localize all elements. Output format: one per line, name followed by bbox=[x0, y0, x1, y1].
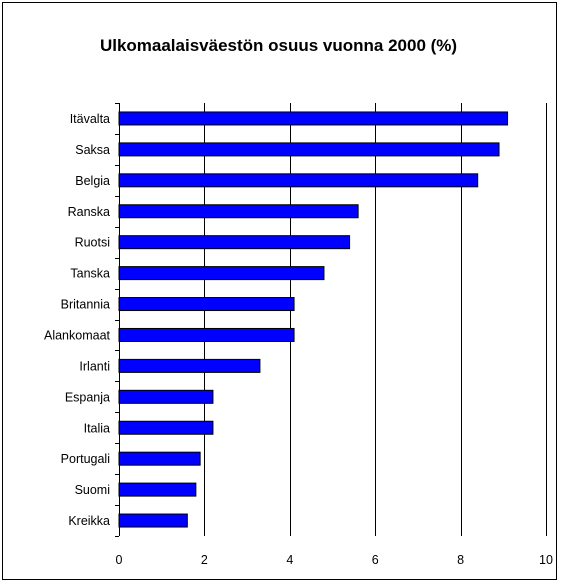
category-label-8: Irlanti bbox=[79, 359, 110, 373]
bar-3 bbox=[118, 204, 359, 219]
category-label-4: Ruotsi bbox=[75, 236, 110, 250]
category-label-3: Ranska bbox=[68, 205, 110, 219]
x-tick-label-1: 2 bbox=[201, 553, 208, 567]
category-label-6: Britannia bbox=[61, 298, 110, 312]
chart-title: Ulkomaalaisväestön osuus vuonna 2000 (%) bbox=[99, 36, 458, 55]
x-tick-label-5: 10 bbox=[539, 553, 553, 567]
x-tick-label-4: 8 bbox=[457, 553, 464, 567]
category-label-9: Espanja bbox=[65, 390, 110, 404]
bar-13 bbox=[118, 513, 188, 528]
category-label-5: Tanska bbox=[70, 267, 110, 281]
bar-9 bbox=[118, 389, 214, 404]
category-label-12: Suomi bbox=[75, 483, 110, 497]
x-tick-label-3: 6 bbox=[372, 553, 379, 567]
category-label-13: Kreikka bbox=[68, 514, 110, 528]
bar-12 bbox=[118, 482, 197, 497]
x-tick-label-0: 0 bbox=[116, 553, 123, 567]
bar-10 bbox=[118, 420, 214, 435]
bar-6 bbox=[118, 297, 295, 312]
bar-11 bbox=[118, 451, 201, 466]
category-label-2: Belgia bbox=[75, 174, 110, 188]
category-label-1: Saksa bbox=[75, 143, 110, 157]
category-label-10: Italia bbox=[84, 421, 110, 435]
category-label-11: Portugali bbox=[61, 452, 110, 466]
bar-1 bbox=[118, 142, 500, 157]
x-tick-label-2: 4 bbox=[286, 553, 293, 567]
bar-8 bbox=[118, 358, 261, 373]
bar-7 bbox=[118, 327, 295, 342]
bar-5 bbox=[118, 266, 325, 281]
chart-frame bbox=[2, 2, 557, 580]
category-label-0: Itävalta bbox=[70, 112, 110, 126]
bar-2 bbox=[118, 173, 479, 188]
bar-4 bbox=[118, 235, 351, 250]
category-label-7: Alankomaat bbox=[44, 328, 111, 342]
bar-0 bbox=[118, 111, 509, 126]
